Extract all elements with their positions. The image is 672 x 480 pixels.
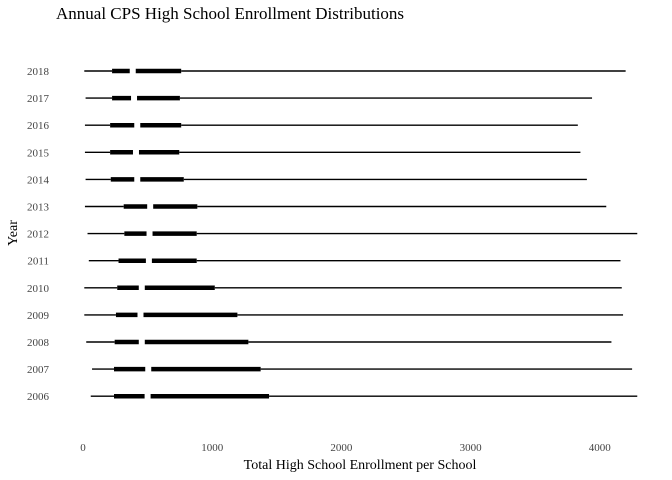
- y-tick-label: 2017: [27, 93, 50, 105]
- y-tick-label: 2009: [27, 310, 50, 322]
- y-tick-label: 2007: [27, 364, 50, 376]
- y-tick-label: 2013: [27, 202, 50, 214]
- y-tick-label: 2012: [27, 229, 49, 241]
- y-tick-label: 2010: [27, 283, 50, 295]
- x-tick-label: 4000: [589, 442, 612, 454]
- y-axis-ticks: 2018 2017 2016 2015 2014 2013 2012 2011 2010 2009…: [27, 66, 50, 403]
- y-tick-label: 2015: [27, 147, 50, 159]
- y-tick-label: 2014: [27, 174, 50, 186]
- y-tick-label: 2006: [27, 391, 50, 403]
- y-tick-label: 2008: [27, 337, 50, 349]
- x-tick-label: 3000: [460, 442, 483, 454]
- y-tick-label: 2018: [27, 66, 50, 78]
- x-axis-label: Total High School Enrollment per School: [244, 458, 477, 473]
- x-tick-label: 1000: [201, 442, 224, 454]
- y-tick-label: 2016: [27, 120, 50, 132]
- plot-marks: [84, 68, 638, 399]
- y-axis-label: Year: [6, 220, 21, 246]
- x-axis-ticks: 0 1000 2000 3000 4000: [80, 442, 611, 454]
- x-tick-label: 0: [80, 442, 86, 454]
- x-tick-label: 2000: [330, 442, 353, 454]
- chart-title: Annual CPS High School Enrollment Distri…: [56, 4, 404, 23]
- y-tick-label: 2011: [27, 256, 49, 268]
